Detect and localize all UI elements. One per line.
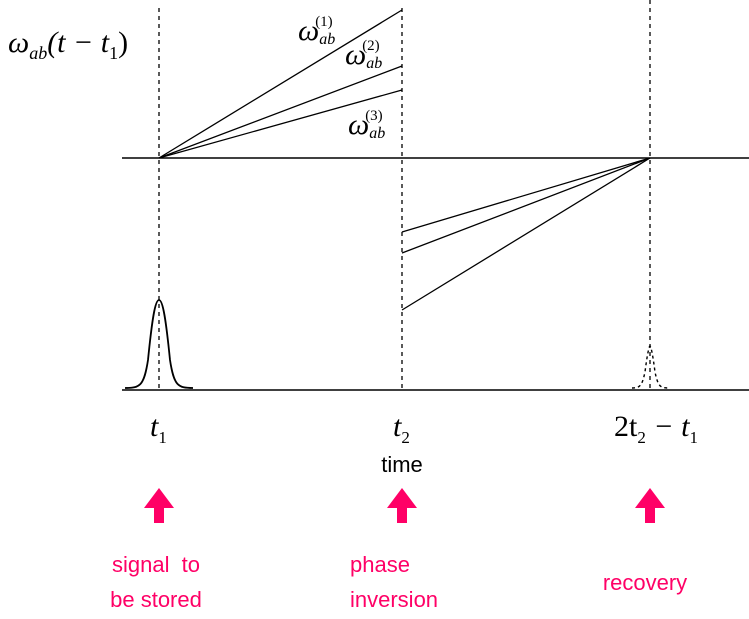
arrow-inversion-icon [387, 488, 417, 523]
echo-pulse [631, 345, 669, 389]
arrow-recovery-icon [635, 488, 665, 523]
caption-signal-line1: signal to [112, 552, 200, 577]
tick-label-t2: t2 [393, 410, 410, 447]
inverted-line-3 [401, 157, 651, 311]
input-pulse [124, 299, 194, 389]
line-label-1: ωab(1) [298, 14, 335, 48]
line-label-3: ωab(3) [348, 108, 385, 142]
phase-line-3 [158, 89, 403, 159]
caption-inversion-line1: phase [350, 552, 410, 577]
arrow-signal-icon [144, 488, 174, 523]
tick-label-t1: t1 [150, 410, 167, 447]
caption-signal-line2: be stored [110, 587, 202, 612]
caption-inversion-line2: inversion [350, 587, 438, 612]
phase-axis-label: ωab(t − t1) [8, 26, 128, 63]
phase-line-2 [158, 65, 403, 159]
time-axis-label: time [381, 452, 423, 477]
line-label-2: ωab(2) [345, 38, 382, 72]
inverted-line-1 [401, 157, 651, 233]
phase-line-1 [158, 9, 403, 159]
caption-recovery: recovery [603, 570, 687, 595]
tick-label-echo: 2t2 − t1 [614, 410, 698, 447]
inverted-line-2 [401, 157, 651, 254]
